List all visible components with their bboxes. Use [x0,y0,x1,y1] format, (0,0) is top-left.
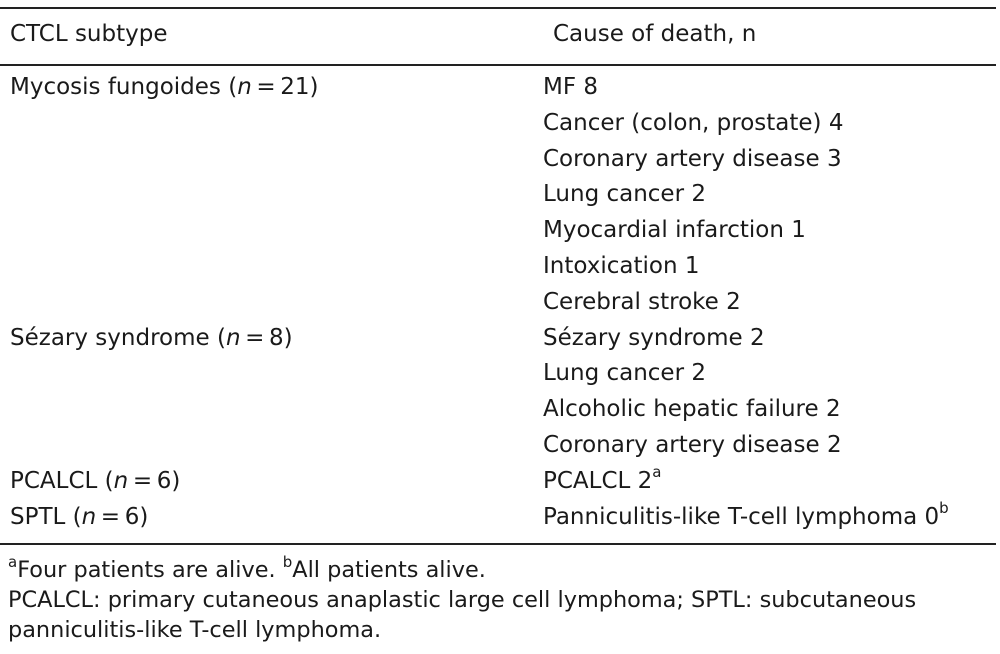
cause-item: Panniculitis-like T-cell lymphoma 0b [543,500,1000,536]
n-value: 6 [156,467,172,494]
cause-item: Coronary artery disease 2 [543,428,1000,464]
cause-cell: Panniculitis-like T-cell lymphoma 0b [543,500,1000,536]
cause-item: Intoxication 1 [543,249,1000,285]
footnote-marker: a [652,463,662,482]
n-label: n [81,503,97,530]
footnote-b-text: All patients alive. [292,557,486,583]
n-value: 6 [124,503,140,530]
n-label: n [225,324,241,351]
subtype-name: Mycosis fungoides [10,74,221,100]
table-bottom-rule [0,543,996,545]
n-label: n [237,74,252,100]
cause-item: Myocardial infarction 1 [543,213,1000,249]
cause-text: Coronary artery disease 3 [543,145,842,172]
table-body: Mycosis fungoides (n = 21) MF 8 Cancer (co… [0,70,1000,535]
cause-text: Cerebral stroke 2 [543,288,741,315]
n-value: 8 [269,324,284,351]
cause-text: Lung cancer 2 [543,181,706,208]
footnote-a-marker: a [8,552,18,571]
cause-item: Alcoholic hepatic failure 2 [543,392,1000,428]
subtype-cell: PCALCL (n = 6) [10,467,181,494]
cause-cell: MF 8 Cancer (colon, prostate) 4 Coronary a… [543,70,1000,321]
cause-text: PCALCL 2 [543,467,653,494]
table-row: Mycosis fungoides (n = 21) MF 8 Cancer (co… [0,70,1000,321]
n-label: n [113,467,129,494]
subtype-name: PCALCL [10,467,98,494]
subtype-cell: SPTL (n = 6) [10,503,149,530]
cause-cell: Sézary syndrome 2 Lung cancer 2 Alcoholic … [543,321,1000,464]
footnote-a-text: Four patients are alive. [17,557,276,583]
cause-item: Lung cancer 2 [543,177,1000,213]
table-row: Sézary syndrome (n = 8) Sézary syndrome 2… [0,321,1000,464]
cause-item: PCALCL 2a [543,464,1000,500]
cause-item: Cerebral stroke 2 [543,285,1000,321]
subtype-name: Sézary syndrome [10,324,210,351]
table-row: PCALCL (n = 6) PCALCL 2a [0,464,1000,500]
cause-item: Cancer (colon, prostate) 4 [543,106,1000,142]
cause-cell: PCALCL 2a [543,464,1000,500]
subtype-cell: Mycosis fungoides (n = 21) [10,74,319,100]
cause-text: Alcoholic hepatic failure 2 [543,396,841,423]
cause-item: Lung cancer 2 [543,356,1000,392]
footnote-marker: b [939,498,949,517]
cause-item: MF 8 [543,70,1000,106]
subtype-name: SPTL [10,503,66,530]
subtype-cell: Sézary syndrome (n = 8) [10,324,293,351]
footnote-markers-line: aFour patients are alive. bAll patients … [8,552,998,585]
cause-text: Sézary syndrome 2 [543,324,765,351]
header-ctcl-subtype: CTCL subtype [10,21,168,47]
cause-item: Coronary artery disease 3 [543,142,1000,178]
cause-text: Panniculitis-like T-cell lymphoma 0 [543,503,940,530]
header-cause-of-death: Cause of death, n [553,21,757,47]
cause-text: Lung cancer 2 [543,360,706,387]
cause-text: MF 8 [543,74,599,100]
footnote-abbreviations: PCALCL: primary cutaneous anaplastic lar… [8,587,917,643]
table-header-rule [0,64,996,66]
cause-text: Myocardial infarction 1 [543,217,806,244]
table-row: SPTL (n = 6) Panniculitis-like T-cell lym… [0,500,1000,536]
cause-text: Intoxication 1 [543,252,700,279]
table-footnotes: aFour patients are alive. bAll patients … [8,552,998,645]
table-top-rule [0,7,996,9]
footnote-b-marker: b [282,552,293,571]
cause-item: Sézary syndrome 2 [543,321,1000,357]
cause-text: Coronary artery disease 2 [543,431,842,458]
n-value: 21 [280,74,310,100]
cause-text: Cancer (colon, prostate) 4 [543,109,844,136]
